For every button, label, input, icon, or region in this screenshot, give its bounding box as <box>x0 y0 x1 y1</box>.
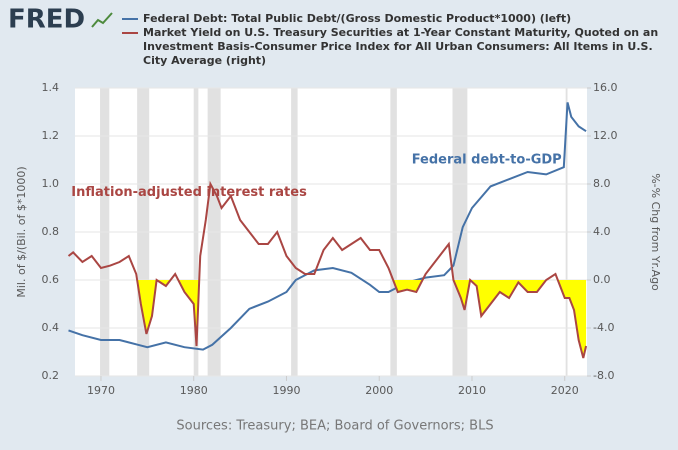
y-tick-label: 1.4 <box>42 81 60 94</box>
y2-axis-label: %-% Chg from Yr.Ago <box>649 173 662 291</box>
y2-tick-label: 16.0 <box>593 81 618 94</box>
x-tick-label: 2020 <box>551 384 579 397</box>
source: Sources: Treasury; BEA; Board of Governo… <box>176 419 493 434</box>
y-axis-label: Mil. of $/(Bil. of $*1000) <box>15 166 28 297</box>
y2-tick-label: 4.0 <box>593 225 611 238</box>
x-tick-label: 1970 <box>87 384 115 397</box>
negative-area <box>75 280 587 358</box>
y2-tick-label: -8.0 <box>593 369 614 382</box>
y2-tick-label: 12.0 <box>593 129 618 142</box>
x-tick-label: 2000 <box>365 384 393 397</box>
y-tick-label: 0.8 <box>42 225 60 238</box>
x-tick-label: 1990 <box>272 384 300 397</box>
y2-tick-label: -4.0 <box>593 321 614 334</box>
y-tick-label: 0.4 <box>42 321 60 334</box>
y2-tick-label: 8.0 <box>593 177 611 190</box>
legend-label: Federal Debt: Total Public Debt/(Gross D… <box>143 12 571 25</box>
logo: FRED <box>8 5 85 35</box>
annotation: Inflation-adjusted interest rates <box>71 185 307 200</box>
y-tick-label: 0.6 <box>42 273 60 286</box>
y-tick-label: 0.2 <box>42 369 60 382</box>
logo-icon <box>91 12 113 28</box>
legend-line: Investment Basis-Consumer Price Index fo… <box>143 40 653 53</box>
legend-line: Federal Debt: Total Public Debt/(Gross D… <box>143 12 571 25</box>
series-line <box>67 180 588 359</box>
y-tick-label: 1.0 <box>42 177 60 190</box>
x-tick-label: 2010 <box>458 384 486 397</box>
legend-line: City Average (right) <box>143 54 266 67</box>
legend-label: Market Yield on U.S. Treasury Securities… <box>143 26 658 67</box>
legend-line: Market Yield on U.S. Treasury Securities… <box>143 26 658 39</box>
series-line <box>68 102 587 351</box>
y2-tick-label: 0.0 <box>593 273 611 286</box>
x-tick-label: 1980 <box>180 384 208 397</box>
y-tick-label: 1.2 <box>42 129 60 142</box>
annotation: Federal debt-to-GDP <box>412 153 562 168</box>
